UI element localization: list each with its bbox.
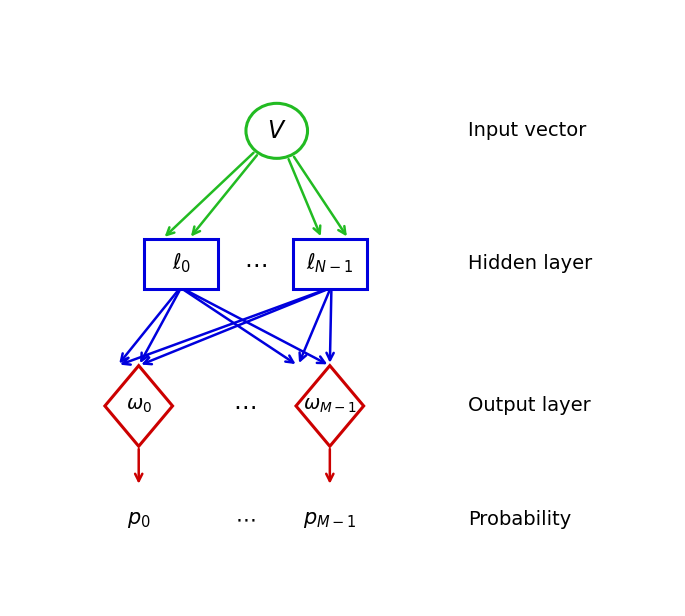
Text: $p_{M-1}$: $p_{M-1}$: [303, 510, 357, 530]
Text: $V$: $V$: [267, 119, 286, 143]
Text: Output layer: Output layer: [468, 397, 590, 415]
Text: $\cdots$: $\cdots$: [234, 394, 256, 418]
Text: $\ell_{N-1}$: $\ell_{N-1}$: [306, 252, 353, 275]
Text: Input vector: Input vector: [468, 121, 586, 140]
Text: $\cdots$: $\cdots$: [235, 510, 255, 530]
Text: Probability: Probability: [468, 510, 571, 529]
Text: $p_0$: $p_0$: [127, 510, 151, 530]
Text: $\cdots$: $\cdots$: [244, 252, 267, 275]
Text: $\ell_0$: $\ell_0$: [171, 252, 191, 275]
Text: Hidden layer: Hidden layer: [468, 254, 592, 273]
Text: $\omega_{M-1}$: $\omega_{M-1}$: [303, 397, 357, 415]
Text: $\omega_0$: $\omega_0$: [125, 397, 152, 415]
